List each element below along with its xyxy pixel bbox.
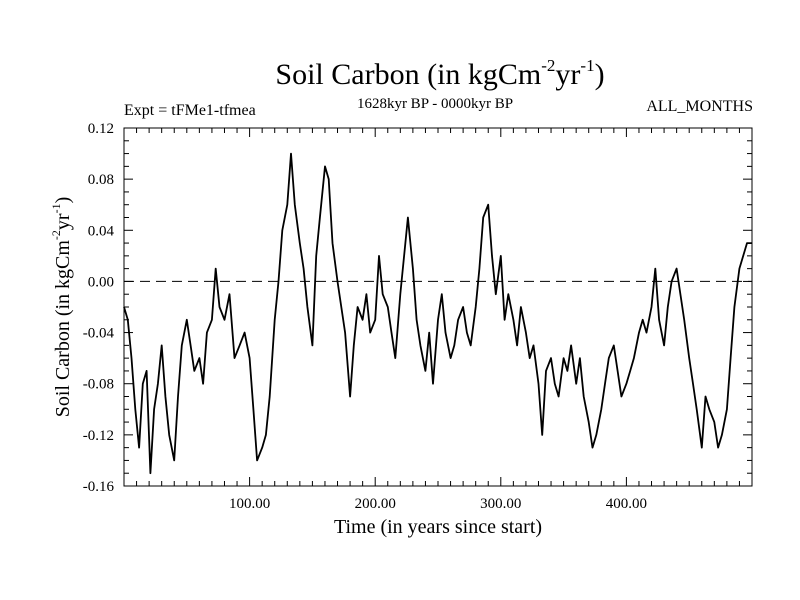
- y-tick-label: 0.00: [88, 274, 114, 290]
- chart-title-main: Soil Carbon (in kgCm: [275, 58, 541, 91]
- chart-title-sup1: -2: [541, 56, 555, 75]
- x-axis-label: Time (in years since start): [334, 516, 542, 538]
- x-tick-label: 200.00: [355, 496, 396, 512]
- chart-title-sup2: -1: [580, 56, 594, 75]
- y-tick-label: 0.08: [88, 172, 114, 188]
- y-tick-label: 0.04: [88, 223, 115, 239]
- x-tick-label: 300.00: [480, 496, 521, 512]
- y-tick-label: -0.12: [83, 428, 114, 444]
- y-axis-label-sup1: -2: [49, 230, 63, 240]
- y-axis-label: Soil Carbon (in kgCm-2yr-1): [49, 197, 74, 418]
- x-tick-label: 100.00: [229, 496, 270, 512]
- expt-label: Expt = tFMe1-tfmea: [124, 102, 256, 119]
- chart-title-close: ): [595, 58, 605, 91]
- y-tick-label: -0.04: [83, 326, 115, 342]
- y-tick-label: 0.12: [88, 121, 114, 137]
- x-axis-ticks: 100.00 200.00 300.00 400.00: [136, 128, 740, 512]
- series-line-soil-carbon: [123, 152, 752, 475]
- y-tick-label: -0.08: [83, 377, 114, 393]
- x-tick-label: 400.00: [606, 496, 647, 512]
- chart-title-mid: yr: [555, 58, 580, 91]
- y-axis-label-mid: yr: [52, 213, 74, 230]
- y-axis-label-main: Soil Carbon (in kgCm: [52, 240, 74, 418]
- y-axis-label-close: ): [52, 197, 74, 204]
- y-axis-label-sup2: -1: [49, 203, 63, 213]
- y-tick-label: -0.16: [83, 479, 115, 495]
- chart-title: Soil Carbon (in kgCm-2yr-1): [275, 56, 604, 91]
- y-axis-ticks: 0.12 0.08 0.04 0.00 -0.04 -0.08 -0.12 -0.16: [83, 121, 752, 495]
- months-label: ALL_MONTHS: [646, 98, 753, 115]
- period-label: 1628kyr BP - 0000kyr BP: [357, 96, 513, 112]
